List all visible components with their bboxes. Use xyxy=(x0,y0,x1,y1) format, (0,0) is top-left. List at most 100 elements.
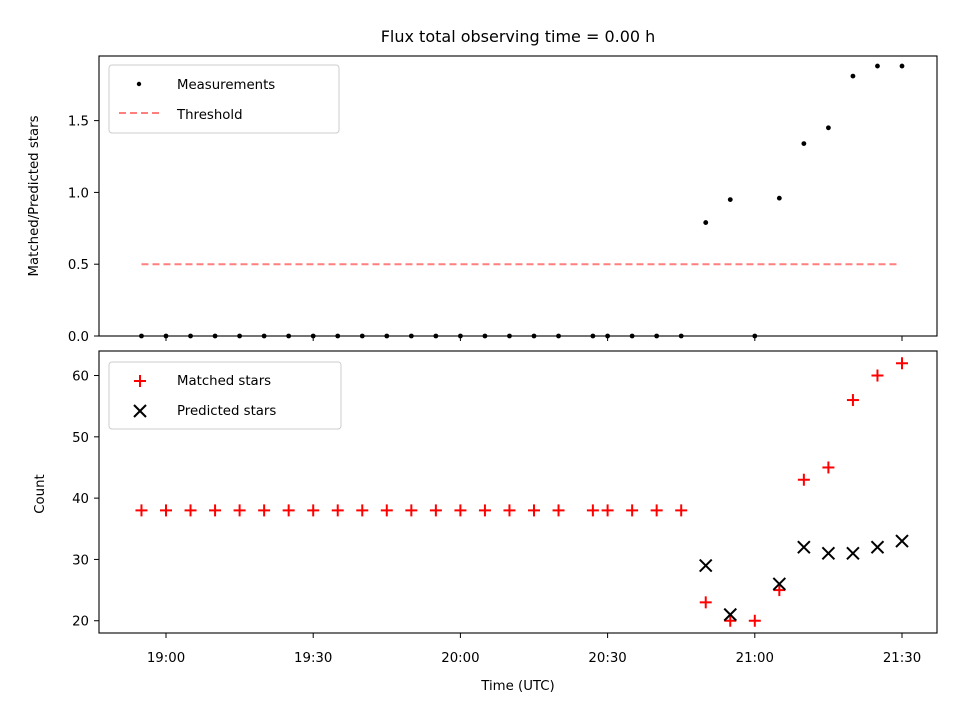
measurement-point xyxy=(590,333,596,339)
measurement-point xyxy=(678,333,684,339)
predicted-star-point xyxy=(723,607,737,622)
matched-star-point xyxy=(282,504,295,517)
measurement-point xyxy=(507,333,512,339)
y-tick-label: 0.5 xyxy=(68,258,89,273)
count-axes-frame xyxy=(98,350,938,634)
matched-star-point xyxy=(478,504,491,517)
matched-star-point xyxy=(380,504,393,517)
measurement-point xyxy=(899,63,905,69)
count-series xyxy=(135,357,909,627)
y-tick-label: 1.0 xyxy=(68,186,89,201)
measurement-point xyxy=(261,333,267,339)
matched-star-point xyxy=(528,504,540,517)
x-tick-label: 21:00 xyxy=(736,651,774,666)
matched-star-point xyxy=(209,504,222,517)
measurement-point xyxy=(359,333,365,339)
matched-star-point xyxy=(454,504,467,517)
count-panel: 20 30 40 50 60 19:00 19:30 20:00 20:30 21:00 21:3… xyxy=(33,350,938,666)
ratio-legend: Measurements Threshold xyxy=(108,64,340,134)
matched-star-point xyxy=(797,473,810,486)
matched-star-point xyxy=(160,504,172,517)
measurement-point xyxy=(163,333,169,339)
matched-star-point xyxy=(184,504,197,517)
measurement-point xyxy=(776,195,782,201)
matched-star-point xyxy=(233,504,246,517)
x-tick-label: 19:30 xyxy=(294,651,332,666)
measurement-point xyxy=(188,333,193,339)
ratio-axes-frame xyxy=(98,55,938,337)
x-axis-label: Time (UTC) xyxy=(480,679,555,694)
measurement-point xyxy=(335,333,341,339)
matched-star-point xyxy=(773,584,786,597)
count-y-axis-label: Count xyxy=(33,474,48,514)
matched-star-point xyxy=(331,504,344,517)
predicted-star-point xyxy=(772,577,787,591)
measurement-point xyxy=(458,333,463,339)
measurement-point xyxy=(139,333,144,339)
predicted-star-point xyxy=(895,534,909,548)
ratio-panel: 0.0 0.5 1.0 1.5 Matched/Predicted stars Mea… xyxy=(27,55,938,345)
legend-threshold-label: Threshold xyxy=(176,108,243,123)
y-tick-label: 0.0 xyxy=(68,330,89,345)
measurement-point xyxy=(875,63,880,69)
matched-star-point xyxy=(429,504,442,517)
y-tick-label: 40 xyxy=(72,492,89,507)
matched-star-point xyxy=(748,614,761,627)
matched-star-point xyxy=(258,504,271,517)
measurement-point xyxy=(433,333,439,339)
matched-star-point xyxy=(503,504,516,517)
matched-star-point xyxy=(356,504,369,517)
count-x-ticks: 19:00 19:30 20:00 20:30 21:00 21:30 xyxy=(147,633,921,666)
y-tick-label: 1.5 xyxy=(68,115,89,130)
count-y-ticks: 20 30 40 50 60 xyxy=(72,370,99,630)
measurement-point xyxy=(531,333,537,339)
measurement-point xyxy=(826,125,831,131)
measurement-point xyxy=(752,333,758,339)
measurement-point xyxy=(482,333,488,339)
legend-predicted-marker xyxy=(133,404,147,418)
matched-star-point xyxy=(724,614,737,627)
measurement-point xyxy=(801,141,807,146)
chart-title: Flux total observing time = 0.00 h xyxy=(381,27,656,46)
measurement-point xyxy=(286,333,292,339)
measurement-point xyxy=(654,333,660,339)
x-tick-label: 19:00 xyxy=(147,651,185,666)
ratio-legend-box xyxy=(108,64,340,134)
measurement-point xyxy=(212,333,218,339)
count-legend: Matched stars Predicted stars xyxy=(108,361,342,430)
predicted-star-point xyxy=(846,546,860,561)
count-legend-box xyxy=(108,361,342,430)
ratio-y-axis-label: Matched/Predicted stars xyxy=(27,115,42,276)
predicted-star-point xyxy=(821,546,836,561)
matched-star-point xyxy=(586,504,599,517)
legend-matched-label: Matched stars xyxy=(177,374,271,389)
matched-star-point xyxy=(871,369,884,382)
matched-star-point xyxy=(650,504,663,517)
matched-star-point xyxy=(307,504,320,517)
y-tick-label: 50 xyxy=(72,431,89,446)
measurements-series xyxy=(139,63,905,339)
matched-star-point xyxy=(699,596,712,609)
measurement-point xyxy=(384,333,390,339)
predicted-star-point xyxy=(699,558,713,573)
matched-star-point xyxy=(626,504,639,517)
legend-measurements-marker xyxy=(136,81,142,87)
measurement-point xyxy=(629,333,635,339)
ratio-y-ticks: 0.0 0.5 1.0 1.5 xyxy=(68,115,99,345)
matched-star-point xyxy=(896,357,908,370)
predicted-star-point xyxy=(870,540,885,554)
measurement-point xyxy=(408,333,414,339)
y-tick-label: 60 xyxy=(72,370,89,385)
measurement-point xyxy=(703,220,709,225)
measurement-point xyxy=(850,73,856,79)
measurement-point xyxy=(310,333,316,339)
matched-star-point xyxy=(822,461,835,474)
legend-matched-marker xyxy=(134,375,146,387)
measurement-point xyxy=(605,333,610,339)
measurement-point xyxy=(237,333,243,339)
y-tick-label: 30 xyxy=(72,553,89,568)
matched-star-point xyxy=(135,504,148,517)
predicted-star-point xyxy=(797,540,811,554)
y-tick-label: 20 xyxy=(72,615,89,630)
